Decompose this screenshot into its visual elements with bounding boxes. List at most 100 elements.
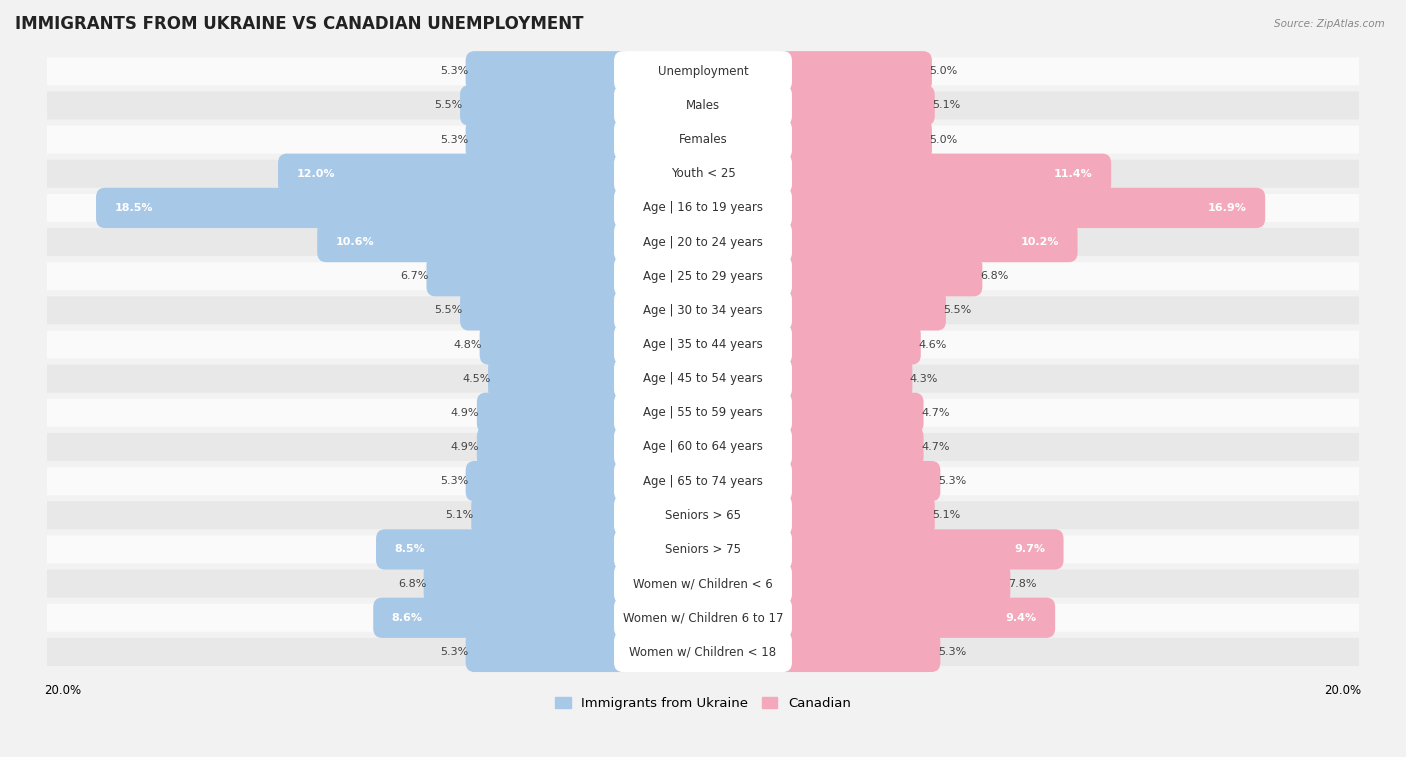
FancyBboxPatch shape — [46, 535, 1360, 563]
FancyBboxPatch shape — [775, 359, 912, 399]
FancyBboxPatch shape — [46, 399, 1360, 427]
FancyBboxPatch shape — [775, 495, 935, 535]
FancyBboxPatch shape — [614, 461, 792, 501]
FancyBboxPatch shape — [96, 188, 631, 228]
Text: 6.7%: 6.7% — [401, 271, 429, 281]
FancyBboxPatch shape — [775, 222, 1077, 262]
Text: IMMIGRANTS FROM UKRAINE VS CANADIAN UNEMPLOYMENT: IMMIGRANTS FROM UKRAINE VS CANADIAN UNEM… — [15, 15, 583, 33]
FancyBboxPatch shape — [775, 427, 924, 467]
FancyBboxPatch shape — [775, 324, 921, 365]
Text: Age | 45 to 54 years: Age | 45 to 54 years — [643, 372, 763, 385]
Text: 6.8%: 6.8% — [398, 578, 426, 589]
FancyBboxPatch shape — [614, 632, 792, 672]
Text: 5.3%: 5.3% — [440, 67, 468, 76]
Text: 7.8%: 7.8% — [1008, 578, 1036, 589]
Text: Women w/ Children 6 to 17: Women w/ Children 6 to 17 — [623, 611, 783, 625]
Text: 9.4%: 9.4% — [1005, 612, 1036, 623]
Text: 5.1%: 5.1% — [932, 101, 960, 111]
FancyBboxPatch shape — [488, 359, 631, 399]
FancyBboxPatch shape — [614, 290, 792, 331]
FancyBboxPatch shape — [614, 86, 792, 126]
Text: 8.6%: 8.6% — [392, 612, 423, 623]
FancyBboxPatch shape — [614, 188, 792, 228]
Text: 5.1%: 5.1% — [446, 510, 474, 520]
FancyBboxPatch shape — [775, 86, 935, 126]
FancyBboxPatch shape — [775, 632, 941, 672]
FancyBboxPatch shape — [373, 597, 631, 638]
FancyBboxPatch shape — [775, 154, 1111, 194]
FancyBboxPatch shape — [775, 188, 1265, 228]
FancyBboxPatch shape — [465, 120, 631, 160]
FancyBboxPatch shape — [775, 597, 1054, 638]
FancyBboxPatch shape — [614, 256, 792, 296]
Text: 10.2%: 10.2% — [1021, 237, 1059, 247]
Text: 5.5%: 5.5% — [434, 101, 463, 111]
Text: 5.5%: 5.5% — [434, 305, 463, 316]
Text: Age | 35 to 44 years: Age | 35 to 44 years — [643, 338, 763, 351]
Text: Age | 30 to 34 years: Age | 30 to 34 years — [643, 304, 763, 317]
FancyBboxPatch shape — [465, 632, 631, 672]
FancyBboxPatch shape — [46, 501, 1360, 529]
FancyBboxPatch shape — [46, 126, 1360, 154]
FancyBboxPatch shape — [614, 597, 792, 638]
FancyBboxPatch shape — [460, 86, 631, 126]
Text: 10.6%: 10.6% — [336, 237, 374, 247]
FancyBboxPatch shape — [46, 92, 1360, 120]
FancyBboxPatch shape — [46, 467, 1360, 495]
Text: 8.5%: 8.5% — [395, 544, 426, 554]
FancyBboxPatch shape — [423, 563, 631, 604]
Text: 16.9%: 16.9% — [1208, 203, 1247, 213]
FancyBboxPatch shape — [614, 393, 792, 433]
FancyBboxPatch shape — [426, 256, 631, 296]
Text: Age | 16 to 19 years: Age | 16 to 19 years — [643, 201, 763, 214]
Text: 4.6%: 4.6% — [918, 339, 946, 350]
FancyBboxPatch shape — [614, 359, 792, 399]
Text: Age | 25 to 29 years: Age | 25 to 29 years — [643, 269, 763, 282]
Text: Seniors > 65: Seniors > 65 — [665, 509, 741, 522]
Text: 5.1%: 5.1% — [932, 510, 960, 520]
FancyBboxPatch shape — [46, 194, 1360, 222]
FancyBboxPatch shape — [46, 331, 1360, 359]
FancyBboxPatch shape — [775, 461, 941, 501]
Text: Youth < 25: Youth < 25 — [671, 167, 735, 180]
Text: Unemployment: Unemployment — [658, 65, 748, 78]
Text: 4.9%: 4.9% — [451, 408, 479, 418]
FancyBboxPatch shape — [460, 290, 631, 331]
Text: 4.9%: 4.9% — [451, 442, 479, 452]
FancyBboxPatch shape — [614, 51, 792, 92]
Text: Males: Males — [686, 99, 720, 112]
Text: 11.4%: 11.4% — [1054, 169, 1092, 179]
Text: Age | 60 to 64 years: Age | 60 to 64 years — [643, 441, 763, 453]
Text: 4.3%: 4.3% — [910, 374, 938, 384]
FancyBboxPatch shape — [775, 120, 932, 160]
Text: 5.3%: 5.3% — [440, 135, 468, 145]
FancyBboxPatch shape — [471, 495, 631, 535]
FancyBboxPatch shape — [614, 154, 792, 194]
Text: 5.0%: 5.0% — [929, 67, 957, 76]
FancyBboxPatch shape — [46, 58, 1360, 86]
Text: 5.3%: 5.3% — [938, 476, 966, 486]
Text: Women w/ Children < 6: Women w/ Children < 6 — [633, 577, 773, 590]
FancyBboxPatch shape — [614, 563, 792, 604]
FancyBboxPatch shape — [46, 569, 1360, 597]
FancyBboxPatch shape — [775, 51, 932, 92]
Text: 5.3%: 5.3% — [440, 476, 468, 486]
FancyBboxPatch shape — [46, 604, 1360, 632]
FancyBboxPatch shape — [614, 427, 792, 467]
FancyBboxPatch shape — [465, 51, 631, 92]
Text: 5.3%: 5.3% — [440, 647, 468, 657]
FancyBboxPatch shape — [477, 393, 631, 433]
FancyBboxPatch shape — [46, 638, 1360, 666]
FancyBboxPatch shape — [46, 262, 1360, 290]
FancyBboxPatch shape — [614, 529, 792, 569]
FancyBboxPatch shape — [614, 120, 792, 160]
Text: Source: ZipAtlas.com: Source: ZipAtlas.com — [1274, 19, 1385, 29]
FancyBboxPatch shape — [375, 529, 631, 569]
Text: Women w/ Children < 18: Women w/ Children < 18 — [630, 646, 776, 659]
Text: 12.0%: 12.0% — [297, 169, 335, 179]
FancyBboxPatch shape — [46, 160, 1360, 188]
Text: 5.3%: 5.3% — [938, 647, 966, 657]
FancyBboxPatch shape — [775, 563, 1011, 604]
FancyBboxPatch shape — [479, 324, 631, 365]
FancyBboxPatch shape — [318, 222, 631, 262]
